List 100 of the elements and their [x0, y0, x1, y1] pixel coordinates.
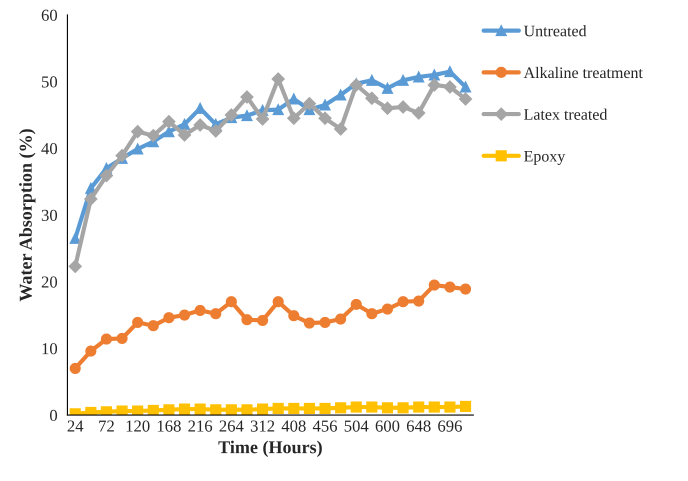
point — [366, 402, 378, 413]
point — [132, 143, 144, 155]
y-tick-label: 50 — [42, 76, 58, 88]
point — [257, 314, 268, 326]
point — [444, 66, 456, 78]
point — [85, 346, 96, 357]
point — [319, 402, 331, 414]
x-tick-label: 648 — [406, 420, 431, 432]
y-tick-label: 10 — [42, 343, 58, 354]
point — [100, 334, 112, 345]
point — [319, 316, 331, 328]
point — [178, 404, 190, 415]
point — [240, 90, 254, 104]
point — [380, 102, 394, 115]
point — [68, 260, 82, 273]
y-tick-label: 30 — [42, 210, 58, 221]
point — [85, 406, 96, 416]
legend-label: Latex treated — [524, 108, 608, 120]
point — [272, 296, 284, 308]
x-tick-label: 24 — [68, 420, 84, 432]
point — [412, 106, 426, 120]
point — [304, 318, 315, 329]
point — [398, 296, 409, 308]
point — [132, 316, 144, 328]
point — [241, 110, 253, 122]
point — [413, 295, 424, 307]
point — [335, 314, 346, 325]
legend-label: Epoxy — [524, 150, 566, 165]
point — [287, 112, 300, 125]
point — [443, 80, 457, 94]
point — [224, 108, 238, 122]
point — [272, 72, 285, 86]
point — [350, 78, 363, 92]
y-tick-label: 60 — [42, 10, 58, 21]
point — [318, 112, 332, 125]
x-axis-title: Time (Hours) — [218, 440, 322, 458]
point — [146, 129, 160, 142]
point — [382, 402, 394, 414]
point — [460, 283, 472, 295]
point — [335, 402, 346, 414]
x-tick-label: 312 — [250, 420, 274, 432]
point — [132, 406, 144, 416]
point — [350, 298, 362, 310]
point — [241, 314, 253, 326]
point — [288, 402, 300, 414]
point — [100, 406, 112, 416]
point — [178, 310, 190, 321]
point — [148, 404, 159, 416]
point — [116, 332, 128, 344]
point — [209, 124, 222, 138]
point — [163, 312, 174, 324]
point — [382, 303, 394, 315]
point — [428, 279, 440, 291]
point — [444, 402, 456, 413]
point — [272, 402, 284, 414]
point — [162, 115, 176, 128]
point — [210, 404, 222, 416]
x-tick-label: 456 — [312, 420, 338, 432]
point — [163, 126, 174, 138]
point — [428, 69, 440, 80]
x-tick-label: 696 — [438, 420, 462, 432]
point — [413, 71, 424, 82]
point — [366, 74, 378, 86]
y-tick-label: 40 — [41, 143, 58, 154]
point — [334, 122, 348, 136]
legend-label: Alkaline treatment — [524, 66, 643, 78]
y-tick-label: 20 — [42, 276, 58, 288]
x-tick-label: 600 — [376, 420, 400, 432]
point — [178, 128, 192, 142]
point — [194, 304, 206, 316]
point — [116, 406, 128, 416]
point — [319, 99, 331, 111]
point — [194, 404, 206, 415]
point — [396, 100, 410, 114]
point — [460, 81, 472, 92]
point — [350, 402, 362, 413]
point — [428, 78, 441, 92]
point — [398, 402, 409, 414]
point — [335, 89, 346, 101]
x-tick-label: 408 — [282, 420, 306, 432]
point — [84, 192, 98, 206]
point — [304, 402, 315, 414]
x-tick-label: 504 — [344, 420, 368, 432]
point — [272, 104, 284, 116]
point — [163, 404, 174, 416]
point — [256, 112, 270, 126]
point — [288, 310, 300, 322]
point — [458, 92, 472, 106]
point — [398, 74, 409, 86]
point — [382, 82, 394, 94]
y-tick-label: 0 — [50, 410, 58, 422]
point — [226, 404, 237, 416]
point — [70, 362, 81, 374]
y-axis-title: Water Absorption (%) — [19, 129, 36, 302]
point — [460, 400, 472, 412]
point — [210, 308, 222, 320]
point — [413, 402, 424, 413]
point — [226, 296, 237, 308]
point — [365, 92, 378, 105]
point — [444, 281, 456, 293]
